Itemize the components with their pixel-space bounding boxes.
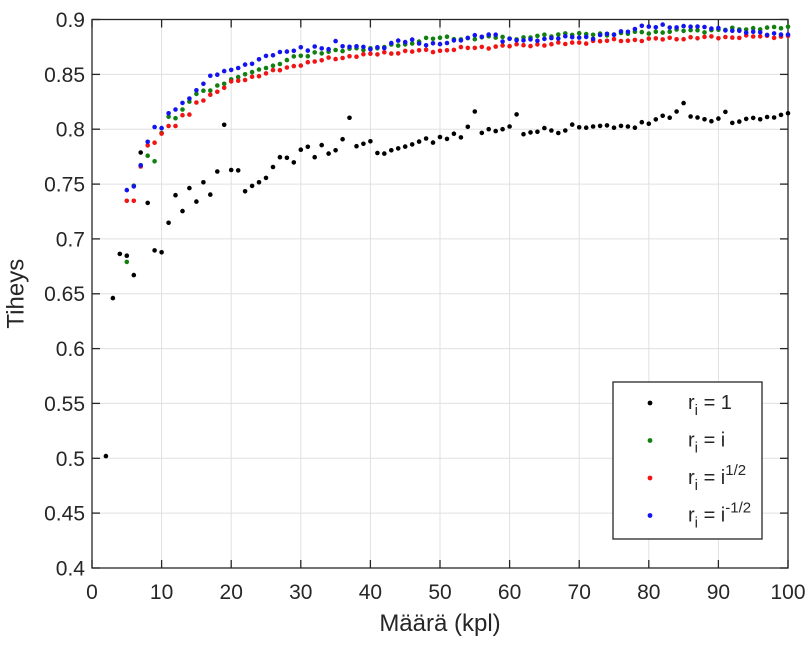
svg-text:0.6: 0.6: [56, 338, 85, 361]
svg-text:60: 60: [498, 581, 521, 604]
svg-text:Määrä (kpl): Määrä (kpl): [379, 610, 500, 637]
svg-text:0.5: 0.5: [56, 448, 85, 471]
svg-text:20: 20: [220, 581, 243, 604]
svg-text:0.75: 0.75: [44, 174, 85, 197]
svg-text:0.4: 0.4: [56, 558, 86, 581]
svg-text:80: 80: [637, 581, 660, 604]
svg-text:40: 40: [359, 581, 382, 604]
svg-text:0.7: 0.7: [56, 228, 85, 251]
svg-text:0.65: 0.65: [44, 283, 85, 306]
svg-text:0.9: 0.9: [56, 9, 85, 32]
svg-text:0: 0: [86, 581, 98, 604]
svg-text:0.45: 0.45: [44, 503, 85, 526]
svg-text:100: 100: [770, 581, 805, 604]
svg-text:Tiheys: Tiheys: [3, 259, 30, 329]
svg-text:ri = i1/2: ri = i1/2: [688, 462, 746, 494]
svg-text:0.8: 0.8: [56, 119, 85, 142]
svg-text:30: 30: [289, 581, 312, 604]
svg-text:50: 50: [428, 581, 451, 604]
svg-text:90: 90: [707, 581, 730, 604]
svg-text:70: 70: [568, 581, 591, 604]
svg-text:10: 10: [150, 581, 173, 604]
svg-text:0.55: 0.55: [44, 393, 85, 416]
svg-text:0.85: 0.85: [44, 64, 85, 87]
